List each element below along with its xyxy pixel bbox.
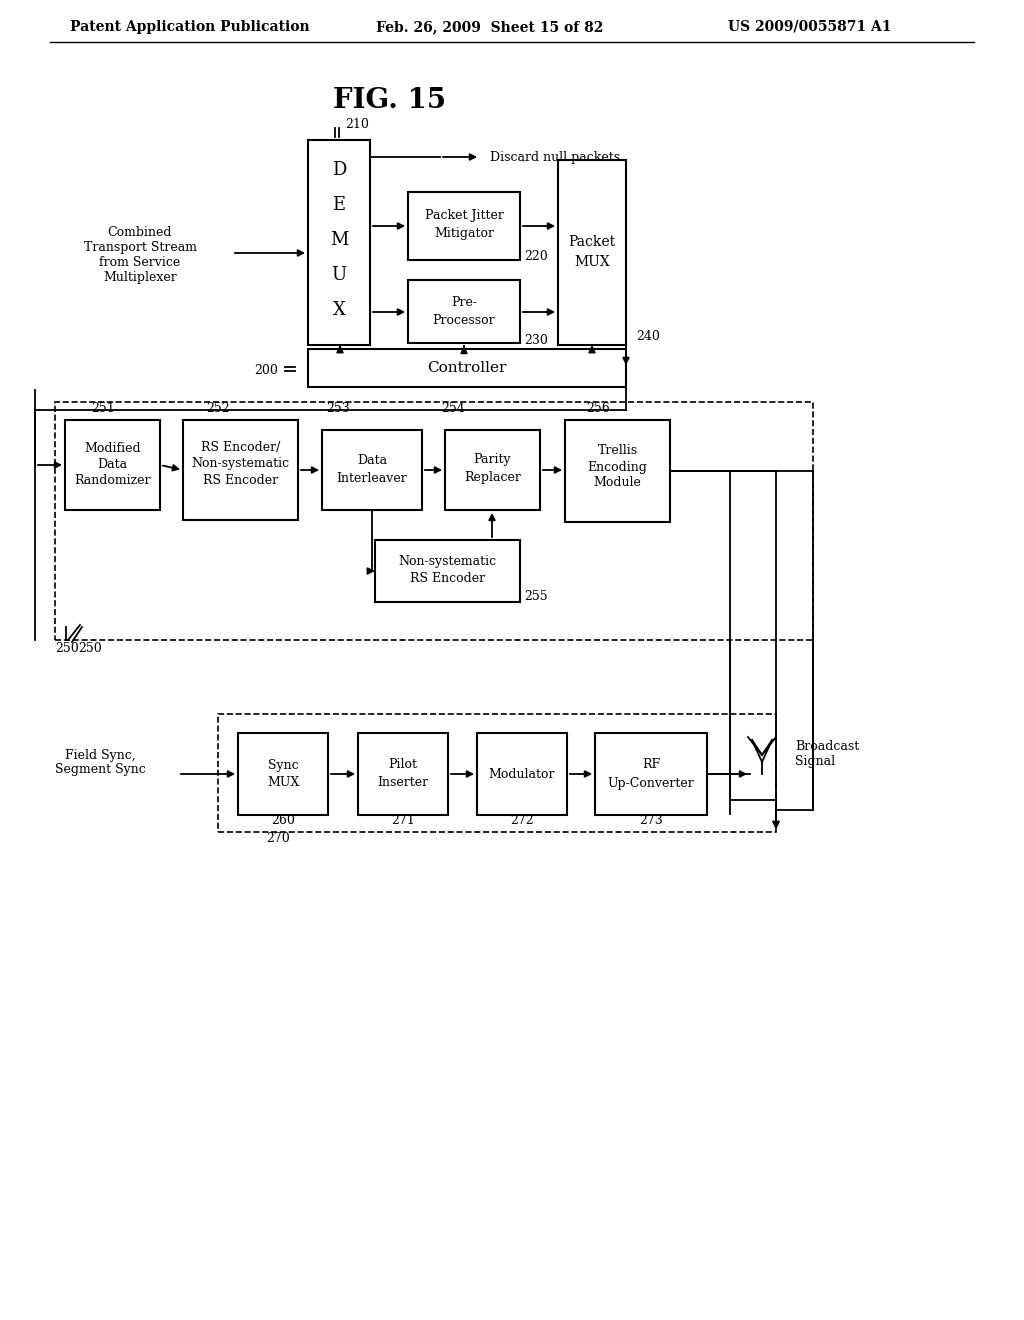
- Text: RS Encoder: RS Encoder: [203, 474, 279, 487]
- Text: Combined: Combined: [108, 227, 172, 239]
- Text: Randomizer: Randomizer: [75, 474, 151, 487]
- Text: Controller: Controller: [427, 360, 507, 375]
- Bar: [308, 348, 626, 387]
- Bar: [595, 733, 707, 814]
- Text: 273: 273: [639, 814, 663, 828]
- Bar: [238, 733, 328, 814]
- Text: 240: 240: [636, 330, 659, 342]
- Text: Up-Converter: Up-Converter: [607, 776, 694, 789]
- Text: X: X: [333, 301, 345, 319]
- Text: 210: 210: [345, 117, 369, 131]
- Text: 260: 260: [271, 814, 295, 828]
- Text: MUX: MUX: [574, 256, 610, 269]
- Text: 200: 200: [254, 363, 278, 376]
- Text: Segment Sync: Segment Sync: [54, 763, 145, 776]
- Text: 256: 256: [586, 401, 610, 414]
- Text: 252: 252: [206, 401, 229, 414]
- Bar: [183, 420, 298, 520]
- Text: RS Encoder/: RS Encoder/: [201, 441, 281, 454]
- Text: Transport Stream: Transport Stream: [84, 242, 197, 255]
- Text: Modulator: Modulator: [488, 767, 555, 780]
- Text: 251: 251: [91, 401, 115, 414]
- Text: Multiplexer: Multiplexer: [103, 272, 177, 285]
- Text: Patent Application Publication: Patent Application Publication: [71, 20, 310, 34]
- Bar: [218, 714, 776, 832]
- Bar: [358, 733, 449, 814]
- Text: 271: 271: [391, 814, 415, 828]
- Text: 250: 250: [55, 642, 79, 655]
- Text: Data: Data: [97, 458, 128, 471]
- Text: U: U: [332, 267, 347, 284]
- Text: 253: 253: [326, 401, 350, 414]
- Text: 250: 250: [78, 642, 101, 655]
- Text: from Service: from Service: [99, 256, 180, 269]
- Bar: [558, 160, 626, 345]
- Bar: [308, 140, 370, 345]
- Text: 230: 230: [524, 334, 548, 347]
- Bar: [408, 191, 520, 260]
- Bar: [65, 420, 160, 510]
- Text: Interleaver: Interleaver: [337, 471, 408, 484]
- Text: Module: Module: [594, 477, 641, 490]
- Text: Trellis: Trellis: [597, 445, 638, 458]
- Text: D: D: [332, 161, 346, 180]
- Text: Inserter: Inserter: [378, 776, 429, 789]
- Text: Modified: Modified: [84, 442, 141, 455]
- Bar: [565, 420, 670, 521]
- Bar: [477, 733, 567, 814]
- Text: US 2009/0055871 A1: US 2009/0055871 A1: [728, 20, 892, 34]
- Text: Data: Data: [357, 454, 387, 466]
- Text: Processor: Processor: [433, 314, 496, 327]
- Bar: [322, 430, 422, 510]
- Text: Non-systematic: Non-systematic: [398, 554, 497, 568]
- Bar: [445, 430, 540, 510]
- Text: Non-systematic: Non-systematic: [191, 458, 290, 470]
- Text: Parity: Parity: [474, 454, 511, 466]
- Text: Packet Jitter: Packet Jitter: [425, 210, 504, 223]
- Text: E: E: [333, 195, 345, 214]
- Text: 270: 270: [266, 832, 290, 845]
- Text: Field Sync,: Field Sync,: [65, 748, 135, 762]
- Text: 254: 254: [441, 401, 465, 414]
- Bar: [55, 403, 813, 640]
- Text: RS Encoder: RS Encoder: [410, 573, 485, 586]
- Text: 272: 272: [510, 814, 534, 828]
- Text: Encoding: Encoding: [588, 461, 647, 474]
- Text: FIG. 15: FIG. 15: [334, 87, 446, 114]
- Text: Signal: Signal: [795, 755, 836, 768]
- Text: Packet: Packet: [568, 235, 615, 249]
- Text: 255: 255: [524, 590, 548, 603]
- Text: Feb. 26, 2009  Sheet 15 of 82: Feb. 26, 2009 Sheet 15 of 82: [376, 20, 604, 34]
- Bar: [408, 280, 520, 343]
- Text: Broadcast: Broadcast: [795, 741, 859, 754]
- Text: 220: 220: [524, 251, 548, 264]
- Text: RF: RF: [642, 759, 660, 771]
- Text: Discard null packets: Discard null packets: [490, 150, 621, 164]
- Text: Pilot: Pilot: [388, 759, 418, 771]
- Text: Sync: Sync: [267, 759, 298, 771]
- Text: MUX: MUX: [267, 776, 299, 789]
- Text: Replacer: Replacer: [464, 471, 521, 484]
- Text: M: M: [330, 231, 348, 249]
- Text: Pre-: Pre-: [451, 296, 477, 309]
- Text: Mitigator: Mitigator: [434, 227, 494, 240]
- Bar: [375, 540, 520, 602]
